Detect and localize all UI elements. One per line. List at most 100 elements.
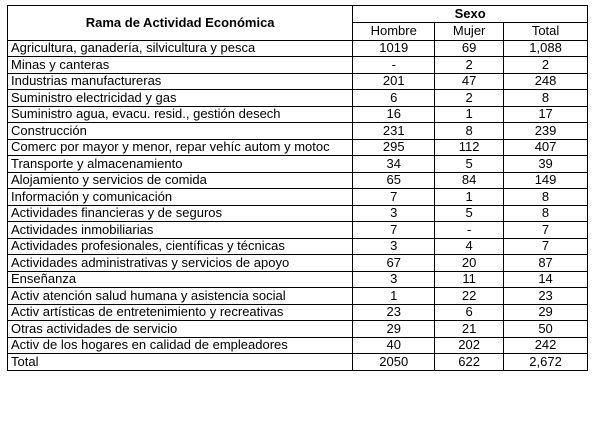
cell: 39 bbox=[503, 155, 588, 173]
row-label: Activ artísticas de entretenimiento y re… bbox=[6, 303, 354, 321]
cell: 407 bbox=[503, 138, 588, 156]
row-label: Alojamiento y servicios de comida bbox=[6, 171, 354, 189]
table-row: Minas y canteras -2 2 bbox=[6, 56, 588, 74]
table-row: Actividades financieras y de seguros 3 5 8 bbox=[6, 204, 588, 222]
cell: 2,672 bbox=[503, 353, 588, 371]
cell: 21 bbox=[434, 320, 505, 338]
row-label: Suministro electricidad y gas bbox=[6, 89, 354, 107]
cell: 67 bbox=[352, 254, 436, 272]
cell: 2 bbox=[434, 56, 505, 74]
table-row: Total 2050 622 2,672 bbox=[6, 353, 588, 371]
cell: 47 bbox=[434, 72, 505, 90]
cell: 1 bbox=[352, 287, 436, 305]
cell: 23 bbox=[503, 287, 588, 305]
table-row: Actividades inmobiliarias 7-7 bbox=[6, 221, 588, 239]
column-header: Total bbox=[503, 21, 588, 41]
column-header: Hombre bbox=[352, 21, 436, 41]
group-header: Sexo bbox=[352, 5, 588, 23]
table-row: Comerc por mayor y menor, repar vehíc au… bbox=[6, 138, 588, 156]
cell: 7 bbox=[352, 221, 436, 239]
table-row: Alojamiento y servicios de comida 65 84 149 bbox=[6, 171, 588, 189]
cell: 295 bbox=[352, 138, 436, 156]
cell: 5 bbox=[434, 155, 505, 173]
row-label: Activ de los hogares en calidad de emple… bbox=[6, 336, 354, 354]
table-row: Activ atención salud humana y asistencia… bbox=[6, 287, 588, 305]
cell: 1,088 bbox=[503, 39, 588, 57]
table-row: Activ de los hogares en calidad de emple… bbox=[6, 336, 588, 354]
table-row: Industrias manufactureras 201 47 248 bbox=[6, 72, 588, 90]
cell: 6 bbox=[434, 303, 505, 321]
cell: - bbox=[352, 56, 436, 74]
cell: 11 bbox=[434, 270, 505, 288]
table-row: Activ artísticas de entretenimiento y re… bbox=[6, 303, 588, 321]
cell: 22 bbox=[434, 287, 505, 305]
row-label: Actividades administrativas y servicios … bbox=[6, 254, 354, 272]
cell: 7 bbox=[503, 237, 588, 255]
cell: 2050 bbox=[352, 353, 436, 371]
cell: 14 bbox=[503, 270, 588, 288]
cell: 8 bbox=[434, 122, 505, 140]
cell: 17 bbox=[503, 105, 588, 123]
row-label: Actividades profesionales, científicas y… bbox=[6, 237, 354, 255]
cell: 242 bbox=[503, 336, 588, 354]
row-label: Actividades inmobiliarias bbox=[6, 221, 354, 239]
row-label: Enseñanza bbox=[6, 270, 354, 288]
cell: 202 bbox=[434, 336, 505, 354]
cell: 1019 bbox=[352, 39, 436, 57]
cell: 4 bbox=[434, 237, 505, 255]
table-row: Información y comunicación 7 1 8 bbox=[6, 188, 588, 206]
table-row: Otras actividades de servicio 29 21 50 bbox=[6, 320, 588, 338]
cell: 8 bbox=[503, 188, 588, 206]
cell: 29 bbox=[503, 303, 588, 321]
row-label: Transporte y almacenamiento bbox=[6, 155, 354, 173]
cell: 29 bbox=[352, 320, 436, 338]
row-header: Rama de Actividad Económica bbox=[6, 5, 354, 41]
cell: 1 bbox=[434, 188, 505, 206]
cell: 50 bbox=[503, 320, 588, 338]
cell: 8 bbox=[503, 89, 588, 107]
table-row: Transporte y almacenamiento 34 5 39 bbox=[6, 155, 588, 173]
row-label: Construcción bbox=[6, 122, 354, 140]
table-row: Construcción 231 8 239 bbox=[6, 122, 588, 140]
cell: 3 bbox=[352, 204, 436, 222]
cell: 16 bbox=[352, 105, 436, 123]
cell: 7 bbox=[503, 221, 588, 239]
cell: 20 bbox=[434, 254, 505, 272]
row-label: Comerc por mayor y menor, repar vehíc au… bbox=[6, 138, 354, 156]
cell: - bbox=[434, 221, 505, 239]
cell: 3 bbox=[352, 237, 436, 255]
table-row: Agricultura, ganadería, silvicultura y p… bbox=[6, 39, 588, 57]
cell: 65 bbox=[352, 171, 436, 189]
cell: 7 bbox=[352, 188, 436, 206]
row-label: Otras actividades de servicio bbox=[6, 320, 354, 338]
table-row: Enseñanza 3 11 14 bbox=[6, 270, 588, 288]
data-table: Rama de Actividad Económica Sexo Hombre … bbox=[6, 5, 588, 371]
row-label: Actividades financieras y de seguros bbox=[6, 204, 354, 222]
row-label: Información y comunicación bbox=[6, 188, 354, 206]
cell: 622 bbox=[434, 353, 505, 371]
cell: 8 bbox=[503, 204, 588, 222]
cell: 248 bbox=[503, 72, 588, 90]
cell: 1 bbox=[434, 105, 505, 123]
cell: 2 bbox=[503, 56, 588, 74]
row-label: Total bbox=[6, 353, 354, 371]
cell: 6 bbox=[352, 89, 436, 107]
cell: 69 bbox=[434, 39, 505, 57]
row-label: Suministro agua, evacu. resid., gestión … bbox=[6, 105, 354, 123]
cell: 3 bbox=[352, 270, 436, 288]
cell: 2 bbox=[434, 89, 505, 107]
cell: 239 bbox=[503, 122, 588, 140]
cell: 34 bbox=[352, 155, 436, 173]
cell: 5 bbox=[434, 204, 505, 222]
row-label: Activ atención salud humana y asistencia… bbox=[6, 287, 354, 305]
cell: 231 bbox=[352, 122, 436, 140]
row-label: Agricultura, ganadería, silvicultura y p… bbox=[6, 39, 354, 57]
table-row: Suministro agua, evacu. resid., gestión … bbox=[6, 105, 588, 123]
cell: 23 bbox=[352, 303, 436, 321]
row-label: Industrias manufactureras bbox=[6, 72, 354, 90]
cell: 201 bbox=[352, 72, 436, 90]
row-label: Minas y canteras bbox=[6, 56, 354, 74]
table-row: Suministro electricidad y gas 6 2 8 bbox=[6, 89, 588, 107]
table-body: Agricultura, ganadería, silvicultura y p… bbox=[6, 39, 588, 371]
